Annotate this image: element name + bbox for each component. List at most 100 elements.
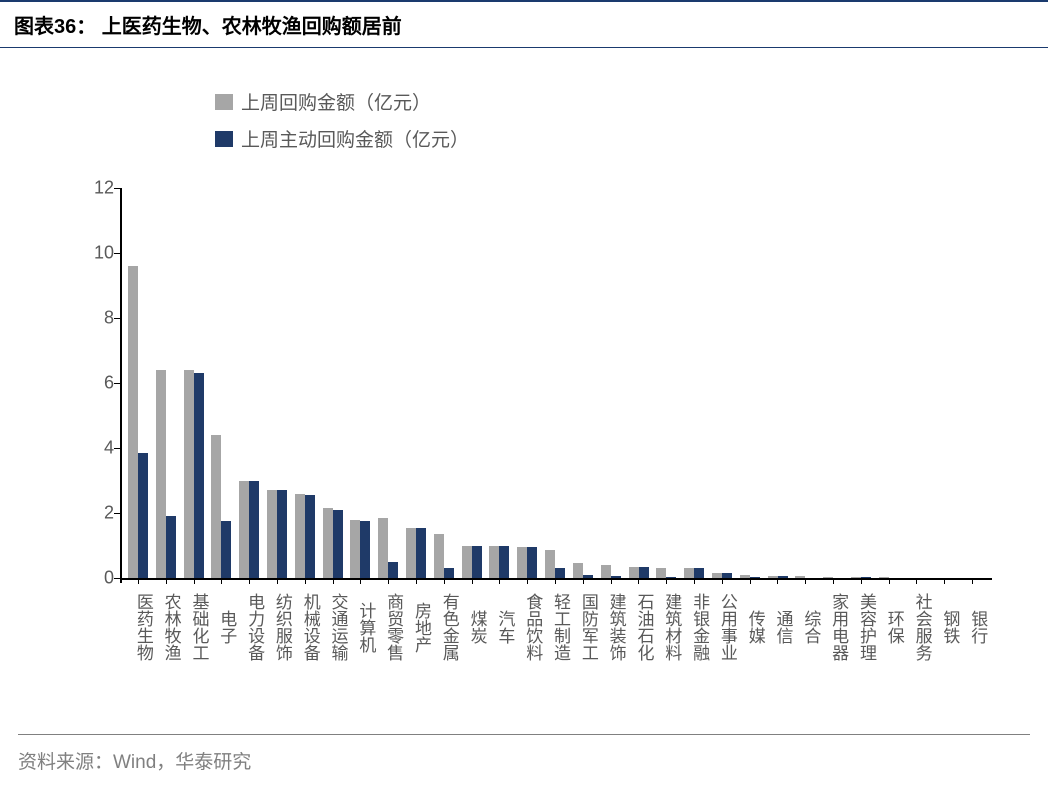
legend-label-1: 上周回购金额（亿元） xyxy=(241,88,431,115)
x-label: 商贸零售 xyxy=(374,593,402,661)
bar-group xyxy=(513,188,541,578)
bar-group xyxy=(875,188,903,578)
x-label: 计算机 xyxy=(347,593,375,661)
x-label: 综合 xyxy=(792,593,820,661)
bar-series2 xyxy=(138,453,148,578)
x-label: 食品饮料 xyxy=(513,593,541,661)
x-tick-mark xyxy=(360,578,361,584)
bar-series1 xyxy=(684,568,694,578)
y-tick-label: 0 xyxy=(104,568,114,589)
bar-series1 xyxy=(573,563,583,578)
x-label: 煤炭 xyxy=(458,593,486,661)
bar-series1 xyxy=(378,518,388,578)
bar-series1 xyxy=(629,567,639,578)
x-label: 建筑材料 xyxy=(652,593,680,661)
x-tick-mark xyxy=(166,578,167,584)
x-tick-mark xyxy=(889,578,890,584)
x-label: 环保 xyxy=(875,593,903,661)
x-tick-mark xyxy=(333,578,334,584)
bar-series1 xyxy=(406,528,416,578)
bar-series2 xyxy=(472,546,482,579)
x-label: 非银金融 xyxy=(680,593,708,661)
x-tick-mark xyxy=(221,578,222,584)
bar-series2 xyxy=(360,521,370,578)
x-tick-mark xyxy=(249,578,250,584)
bar-series2 xyxy=(166,516,176,578)
chart-area: 上周回购金额（亿元） 上周主动回购金额（亿元） 024681012 医药生物农林… xyxy=(50,78,998,698)
bar-series2 xyxy=(499,546,509,579)
bar-series1 xyxy=(656,568,666,578)
x-tick-mark xyxy=(861,578,862,584)
bar-series2 xyxy=(694,568,704,578)
x-tick-mark xyxy=(444,578,445,584)
bar-group xyxy=(152,188,180,578)
bar-series2 xyxy=(305,495,315,578)
bar-group xyxy=(708,188,736,578)
bar-series2 xyxy=(221,521,231,578)
x-label: 石油石化 xyxy=(625,593,653,661)
x-tick-mark xyxy=(472,578,473,584)
x-label: 农林牧渔 xyxy=(152,593,180,661)
source-text: 资料来源：Wind，华泰研究 xyxy=(18,734,1030,774)
x-label: 医药生物 xyxy=(124,593,152,661)
bar-series1 xyxy=(545,550,555,578)
x-tick-mark xyxy=(805,578,806,584)
x-tick-mark xyxy=(194,578,195,584)
bar-group xyxy=(458,188,486,578)
y-tick-mark xyxy=(114,318,120,319)
bar-group xyxy=(319,188,347,578)
x-tick-mark xyxy=(388,578,389,584)
y-tick-label: 4 xyxy=(104,438,114,459)
bar-series1 xyxy=(211,435,221,578)
x-label: 国防军工 xyxy=(569,593,597,661)
bar-group xyxy=(680,188,708,578)
x-tick-mark xyxy=(305,578,306,584)
bar-group xyxy=(180,188,208,578)
x-label: 公用事业 xyxy=(708,593,736,661)
y-tick-label: 2 xyxy=(104,503,114,524)
x-label: 电力设备 xyxy=(235,593,263,661)
bar-group xyxy=(263,188,291,578)
bar-group xyxy=(903,188,931,578)
x-tick-mark xyxy=(555,578,556,584)
bar-group xyxy=(736,188,764,578)
x-tick-mark xyxy=(527,578,528,584)
legend: 上周回购金额（亿元） 上周主动回购金额（亿元） xyxy=(215,88,469,162)
x-tick-mark xyxy=(416,578,417,584)
x-label: 建筑装饰 xyxy=(597,593,625,661)
bar-series1 xyxy=(156,370,166,578)
y-tick-label: 6 xyxy=(104,373,114,394)
x-labels: 医药生物农林牧渔基础化工电子电力设备纺织服饰机械设备交通运输计算机商贸零售房地产… xyxy=(120,593,990,661)
y-tick-mark xyxy=(114,253,120,254)
x-tick-mark xyxy=(499,578,500,584)
bar-group xyxy=(569,188,597,578)
x-tick-mark xyxy=(138,578,139,584)
bar-group xyxy=(430,188,458,578)
x-label: 社会服务 xyxy=(903,593,931,661)
x-label: 纺织服饰 xyxy=(263,593,291,661)
x-label: 轻工制造 xyxy=(541,593,569,661)
bar-series1 xyxy=(267,490,277,578)
bar-series2 xyxy=(639,567,649,578)
y-tick-mark xyxy=(114,383,120,384)
x-tick-mark xyxy=(638,578,639,584)
bar-series1 xyxy=(350,520,360,579)
x-label: 交通运输 xyxy=(319,593,347,661)
x-tick-mark xyxy=(722,578,723,584)
x-tick-mark xyxy=(277,578,278,584)
bar-series1 xyxy=(489,546,499,579)
bar-group xyxy=(347,188,375,578)
x-label: 房地产 xyxy=(402,593,430,661)
x-tick-mark xyxy=(666,578,667,584)
bar-series1 xyxy=(184,370,194,578)
x-label: 家用电器 xyxy=(819,593,847,661)
bar-series1 xyxy=(295,494,305,579)
legend-item-2: 上周主动回购金额（亿元） xyxy=(215,125,469,152)
bar-group xyxy=(291,188,319,578)
legend-swatch-1 xyxy=(215,94,233,110)
y-tick-label: 10 xyxy=(94,243,114,264)
bar-group xyxy=(958,188,986,578)
bar-group xyxy=(625,188,653,578)
x-tick-mark xyxy=(916,578,917,584)
bar-group xyxy=(597,188,625,578)
